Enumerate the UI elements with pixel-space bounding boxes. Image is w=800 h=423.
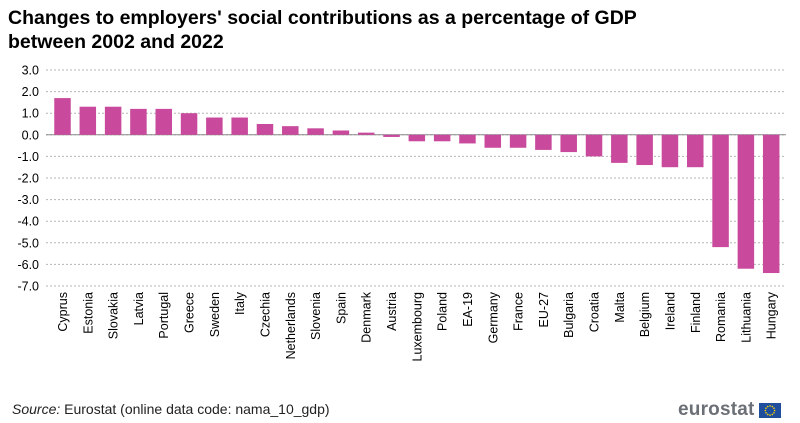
x-tick-label: Spain — [334, 292, 348, 324]
x-tick-label: Hungary — [765, 291, 779, 339]
flag-star — [773, 409, 775, 411]
bar-ea-19 — [459, 134, 476, 144]
x-tick-label: EU-27 — [537, 292, 551, 327]
bar-estonia — [79, 106, 97, 135]
source-note: Source: Eurostat (online data code: nama… — [12, 401, 330, 417]
x-tick-label: Austria — [385, 292, 399, 331]
bar-netherlands — [282, 126, 299, 135]
bar-ireland — [661, 134, 679, 168]
y-tick-label: 1.0 — [22, 107, 39, 121]
flag-star — [764, 411, 767, 414]
x-tick-label: Latvia — [132, 292, 146, 325]
y-tick-label: 0.0 — [22, 128, 39, 142]
bar-portugal — [155, 108, 172, 135]
x-tick-label: Bulgaria — [562, 292, 576, 338]
bar-spain — [332, 130, 350, 135]
y-tick-label: 2.0 — [22, 85, 39, 99]
x-tick-label: Poland — [436, 292, 450, 331]
x-tick-label: Ireland — [663, 292, 677, 330]
flag-star — [772, 411, 775, 414]
x-tick-label: Denmark — [360, 291, 374, 342]
flag-star — [772, 406, 775, 409]
x-tick-label: Italy — [233, 291, 247, 315]
y-tick-label: -7.0 — [17, 280, 39, 294]
bar-germany — [484, 134, 502, 148]
bar-austria — [383, 134, 400, 137]
y-tick-label: -4.0 — [17, 215, 39, 229]
x-tick-label: Finland — [689, 292, 703, 333]
x-tick-label: Estonia — [81, 292, 95, 334]
bar-denmark — [357, 132, 375, 135]
bar-sweden — [206, 117, 223, 135]
y-tick-label: 3.0 — [22, 64, 39, 78]
bar-poland — [433, 134, 451, 142]
bars — [54, 98, 780, 274]
bar-romania — [712, 134, 729, 248]
x-axis-labels: Cyprus Estonia Slovakia Latvia Portugal Greec… — [56, 291, 779, 361]
bar-hungary — [762, 134, 780, 274]
x-tick-label: Sweden — [208, 292, 222, 337]
x-tick-label: Portugal — [157, 292, 171, 339]
y-tick-label: -6.0 — [17, 258, 39, 272]
bar-czechia — [256, 124, 274, 135]
bar-italy — [231, 117, 248, 135]
x-tick-label: Lithuania — [739, 292, 753, 343]
flag-star — [768, 404, 771, 407]
brand-wordmark: eurostat — [678, 399, 755, 420]
y-tick-label: -3.0 — [17, 193, 39, 207]
y-axis-ticks: 3.0 2.0 1.0 0.0 -1.0 -2.0 -3.0 -4.0 -5.0 -6.0 -7.0 — [17, 64, 39, 294]
bar-france — [509, 134, 527, 148]
bar-cyprus — [54, 98, 71, 135]
flag-star — [764, 406, 767, 409]
bar-greece — [180, 113, 198, 135]
x-tick-label: Slovenia — [309, 292, 323, 340]
bar-latvia — [130, 108, 147, 135]
chart-title: Changes to employers' social contributio… — [8, 7, 637, 53]
flag-star — [766, 405, 769, 407]
x-tick-label: Luxembourg — [410, 292, 424, 362]
x-tick-label: Germany — [486, 291, 500, 343]
flag-star — [766, 413, 769, 415]
gridlines — [46, 69, 786, 287]
flag-star — [768, 413, 771, 416]
y-tick-label: -1.0 — [17, 150, 39, 164]
bar-bulgaria — [560, 134, 577, 153]
x-tick-label: Netherlands — [284, 292, 298, 359]
x-tick-label: Croatia — [588, 292, 602, 332]
flag-star — [771, 413, 773, 415]
bar-slovenia — [307, 128, 324, 135]
x-tick-label: Greece — [183, 292, 197, 333]
x-tick-label: EA-19 — [461, 292, 475, 327]
bar-croatia — [585, 134, 603, 157]
bar-finland — [687, 134, 704, 168]
flag-star — [764, 409, 766, 411]
x-tick-label: Belgium — [638, 292, 652, 337]
x-tick-label: France — [512, 292, 526, 331]
x-tick-label: Cyprus — [56, 292, 70, 332]
bar-slovakia — [104, 106, 122, 135]
eu-flag-icon — [758, 402, 781, 418]
x-tick-label: Malta — [613, 292, 627, 323]
x-tick-label: Romania — [714, 292, 728, 342]
source-label: Source: — [12, 401, 61, 417]
source-text: Eurostat (online data code: nama_10_gdp) — [64, 401, 330, 417]
bar-eu-27 — [535, 134, 552, 150]
x-tick-label: Slovakia — [107, 292, 121, 339]
bar-luxembourg — [408, 134, 426, 142]
x-tick-label: Czechia — [258, 292, 272, 337]
eurostat-logo: eurostat — [678, 399, 781, 421]
bar-belgium — [636, 134, 653, 166]
bar-lithuania — [737, 134, 755, 269]
bar-malta — [611, 134, 628, 163]
flag-star — [771, 405, 773, 407]
y-tick-label: -5.0 — [17, 236, 39, 250]
y-tick-label: -2.0 — [17, 172, 39, 186]
